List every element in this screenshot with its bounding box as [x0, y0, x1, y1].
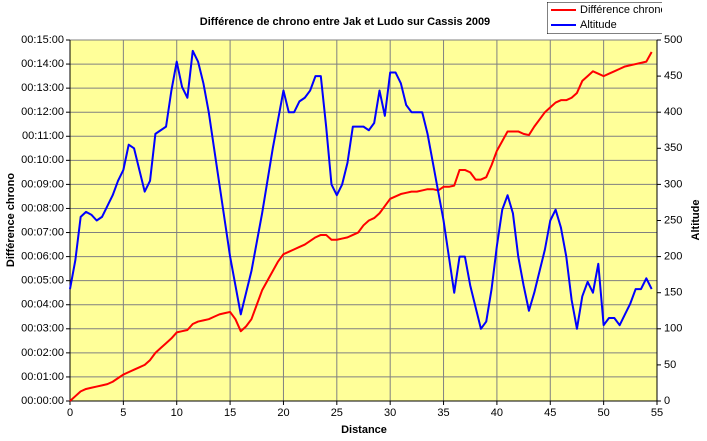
y-tick-label: 00:10:00	[21, 154, 64, 166]
x-tick-label: 10	[171, 407, 183, 419]
y-tick-label: 00:02:00	[21, 347, 64, 359]
y-tick-label: 00:08:00	[21, 202, 64, 214]
y2-tick-label: 400	[664, 106, 682, 118]
series-line	[69, 49, 653, 330]
y-tick-label: 00:15:00	[21, 34, 64, 46]
y-tick-label: 00:12:00	[21, 106, 64, 118]
legend-box	[547, 2, 662, 34]
y-tick-label: 00:00:00	[21, 395, 64, 407]
legend-label: Différence chrono	[580, 4, 667, 16]
chart-title: Différence de chrono entre Jak et Ludo s…	[200, 16, 490, 28]
y2-tick-label: 100	[664, 323, 682, 335]
x-tick-label: 15	[224, 407, 236, 419]
y-tick-label: 00:09:00	[21, 178, 64, 190]
x-axis-label: Distance	[341, 424, 387, 436]
y2-tick-label: 0	[664, 395, 670, 407]
y-tick-label: 00:06:00	[21, 251, 64, 263]
y2-tick-label: 450	[664, 70, 682, 82]
y2-tick-label: 500	[664, 34, 682, 46]
y2-tick-label: 300	[664, 178, 682, 190]
grid	[69, 39, 658, 402]
y-tick-label: 00:13:00	[21, 82, 64, 94]
y-tick-label: 00:11:00	[22, 130, 64, 142]
x-tick-label: 55	[651, 407, 663, 419]
x-tick-label: 30	[384, 407, 396, 419]
y-axis-label: Différence chrono	[5, 173, 17, 267]
y-tick-label: 00:05:00	[21, 275, 64, 287]
series-line	[69, 51, 653, 402]
y-tick-label: 00:07:00	[21, 226, 64, 238]
x-tick-label: 50	[598, 407, 610, 419]
legend-label: Altitude	[580, 19, 617, 31]
y2-tick-label: 250	[664, 214, 682, 226]
x-tick-label: 40	[491, 407, 503, 419]
x-tick-label: 45	[544, 407, 556, 419]
y-tick-label: 00:03:00	[21, 323, 64, 335]
y2-tick-label: 150	[664, 287, 682, 299]
plot-area	[69, 39, 658, 402]
y2-tick-label: 200	[664, 251, 682, 263]
x-tick-label: 25	[331, 407, 343, 419]
y2-tick-label: 350	[664, 142, 682, 154]
y-tick-label: 00:14:00	[21, 58, 64, 70]
y-tick-label: 00:04:00	[21, 299, 64, 311]
x-tick-label: 20	[277, 407, 289, 419]
y2-tick-label: 50	[664, 359, 676, 371]
x-tick-label: 35	[437, 407, 449, 419]
x-tick-label: 5	[120, 407, 126, 419]
y2-axis-label: Altitude	[690, 200, 702, 241]
x-tick-label: 0	[67, 407, 73, 419]
legend: Différence chrono Altitude	[547, 2, 667, 34]
y-tick-label: 00:01:00	[21, 371, 64, 383]
